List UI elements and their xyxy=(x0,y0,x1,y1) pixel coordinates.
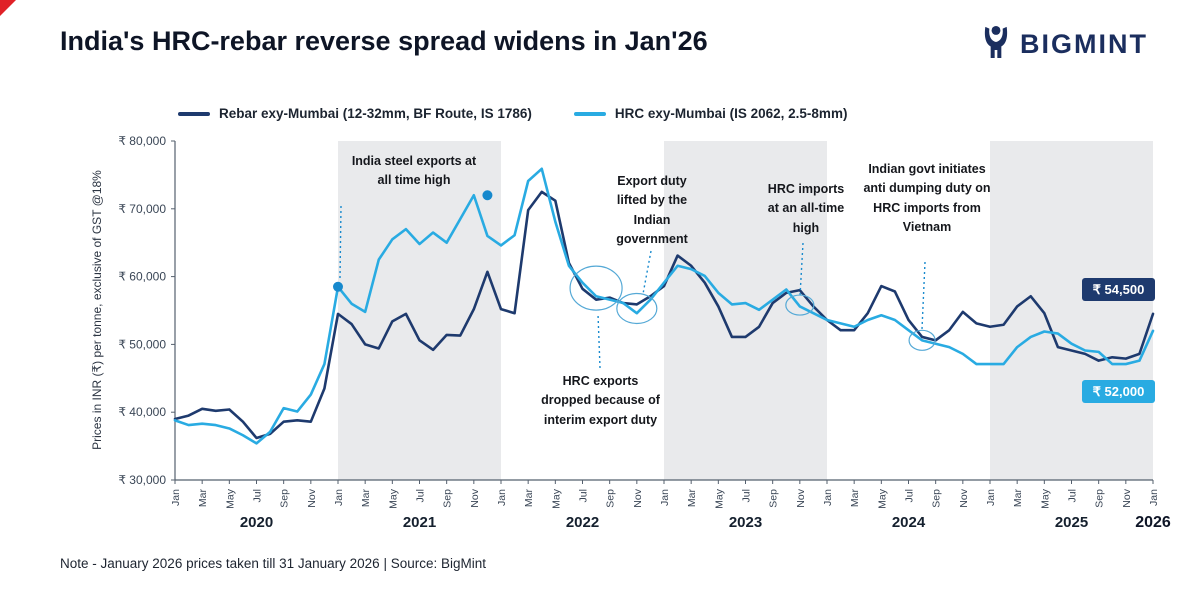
hrc-line-swatch xyxy=(573,111,606,116)
x-tick-label: Nov xyxy=(632,488,644,507)
x-tick-label: Sep xyxy=(605,489,617,508)
x-tick-label: Jul xyxy=(904,489,916,502)
legend-item-rebar: Rebar exy-Mumbai (12-32mm, BF Route, IS … xyxy=(178,106,532,121)
x-tick-label: Jan xyxy=(1148,489,1160,506)
x-tick-label: Mar xyxy=(360,489,372,508)
x-tick-label: Jul xyxy=(415,489,427,502)
annotation-anti-dumping-duty: Indian govt initiates anti dumping duty … xyxy=(863,162,991,235)
annotation-connector xyxy=(642,250,652,295)
x-tick-label: Mar xyxy=(523,489,535,508)
x-tick-label: Jan xyxy=(822,489,834,506)
annotation-india-steel-exports: India steel exports at all time high xyxy=(351,154,477,188)
annotation-connector xyxy=(339,205,342,279)
x-tick-label: Jan xyxy=(985,489,997,506)
annotation-connector xyxy=(921,261,926,330)
year-label-2022: 2022 xyxy=(566,514,599,531)
bigmint-logo: BIGMINT xyxy=(980,24,1148,65)
x-tick-label: Sep xyxy=(279,489,291,508)
year-label-2026: 2026 xyxy=(1135,514,1171,531)
corner-accent xyxy=(0,0,16,16)
annotation-circle xyxy=(785,294,815,316)
x-tick-label: Jan xyxy=(333,489,345,506)
year-label-2023: 2023 xyxy=(729,514,762,531)
hrc-price-tag: ₹ 52,000 xyxy=(1082,380,1155,403)
x-tick-label: May xyxy=(387,488,399,509)
annotation-dot xyxy=(333,281,343,292)
year-label-2021: 2021 xyxy=(403,514,436,531)
rebar-line-swatch xyxy=(178,111,210,116)
x-tick-label: Nov xyxy=(469,488,481,507)
year-label-2025: 2025 xyxy=(1055,514,1088,531)
x-tick-label: Nov xyxy=(795,488,807,507)
x-tick-label: Jan xyxy=(659,489,671,506)
page-title: India's HRC-rebar reverse spread widens … xyxy=(60,26,708,56)
annotation-hrc-exports-dropped: HRC exports dropped because of interim e… xyxy=(541,374,660,427)
annotation-dot xyxy=(482,190,493,201)
x-tick-label: Jul xyxy=(578,489,590,502)
annotation-circle xyxy=(908,329,936,351)
x-tick-label: Jul xyxy=(252,489,264,502)
x-tick-label: Jan xyxy=(496,489,508,506)
y-tick-label: ₹ 70,000 xyxy=(118,202,166,216)
annotation-hrc-imports-high: HRC imports at an all-time high xyxy=(767,182,845,235)
legend-label-rebar: Rebar exy-Mumbai (12-32mm, BF Route, IS … xyxy=(219,106,532,121)
x-tick-label: Jul xyxy=(1067,489,1079,502)
x-tick-label: May xyxy=(713,488,725,509)
annotation-connector xyxy=(597,313,601,369)
x-tick-label: Sep xyxy=(1094,489,1106,508)
annotation-circle xyxy=(616,292,658,325)
annotation-connector xyxy=(799,242,804,297)
bigmint-logo-icon xyxy=(980,24,1012,65)
x-tick-label: Mar xyxy=(1012,489,1024,508)
year-band-2025 xyxy=(990,141,1153,480)
y-tick-label: ₹ 50,000 xyxy=(118,337,166,351)
annotation-circle xyxy=(569,265,623,311)
legend-item-hrc: HRC exy-Mumbai (IS 2062, 2.5-8mm) xyxy=(573,106,848,121)
rebar-price-tag: ₹ 54,500 xyxy=(1082,278,1155,301)
x-tick-label: Nov xyxy=(958,488,970,507)
y-tick-label: ₹ 30,000 xyxy=(118,473,166,487)
x-tick-label: Sep xyxy=(931,489,943,508)
chart-legend: Rebar exy-Mumbai (12-32mm, BF Route, IS … xyxy=(178,106,847,121)
x-tick-label: May xyxy=(1039,488,1051,509)
year-label-2024: 2024 xyxy=(892,514,926,531)
footnote: Note - January 2026 prices taken till 31… xyxy=(60,556,486,571)
x-tick-label: Jul xyxy=(741,489,753,502)
legend-label-hrc: HRC exy-Mumbai (IS 2062, 2.5-8mm) xyxy=(614,106,848,121)
x-tick-label: Jan xyxy=(170,489,182,506)
x-tick-label: Nov xyxy=(306,488,318,507)
x-tick-label: Sep xyxy=(768,489,780,508)
x-tick-label: May xyxy=(550,488,562,509)
y-tick-label: ₹ 80,000 xyxy=(118,134,166,148)
rebar-line xyxy=(173,190,1155,440)
y-tick-label: ₹ 40,000 xyxy=(118,405,166,419)
year-band-2023 xyxy=(664,141,827,480)
x-tick-label: May xyxy=(224,488,236,509)
x-tick-label: May xyxy=(876,488,888,509)
year-label-2020: 2020 xyxy=(240,514,273,531)
y-axis-title: Prices in INR (₹) per tonne, exclusive o… xyxy=(90,170,104,450)
x-tick-label: Mar xyxy=(686,489,698,508)
x-tick-label: Sep xyxy=(442,489,454,508)
bigmint-logo-text: BIGMINT xyxy=(1020,29,1148,59)
x-tick-label: Mar xyxy=(849,489,861,508)
x-tick-label: Nov xyxy=(1121,488,1133,507)
x-tick-label: Mar xyxy=(197,489,209,508)
annotation-export-duty-lifted: Export duty lifted by the Indian governm… xyxy=(616,174,688,247)
y-tick-label: ₹ 60,000 xyxy=(118,270,166,284)
